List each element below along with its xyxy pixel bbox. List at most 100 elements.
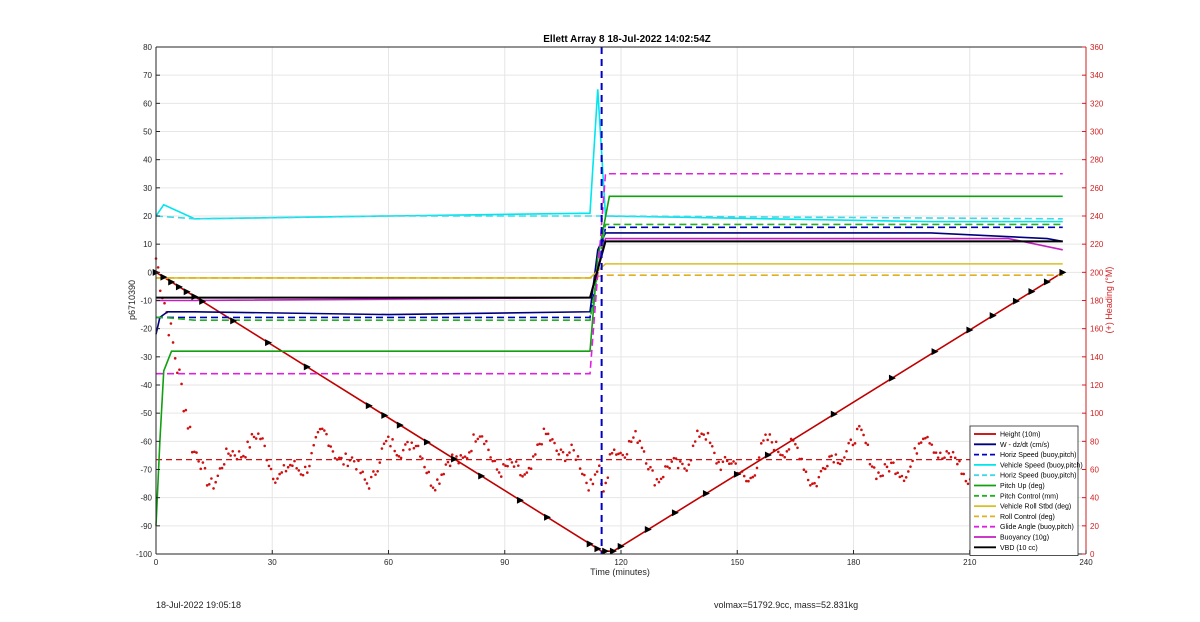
heading-point xyxy=(416,444,420,448)
y2-tick-label: 100 xyxy=(1090,409,1104,418)
height-marker xyxy=(989,312,997,320)
height-marker xyxy=(830,410,838,418)
heading-point xyxy=(621,453,625,457)
heading-point xyxy=(365,482,369,485)
heading-point xyxy=(751,475,755,479)
y2-tick-label: 280 xyxy=(1090,156,1104,165)
heading-point xyxy=(502,462,505,466)
heading-point xyxy=(171,341,175,344)
heading-point xyxy=(248,446,252,449)
heading-point xyxy=(958,459,961,463)
y2-tick-label: 60 xyxy=(1090,466,1099,475)
heading-point xyxy=(766,438,769,442)
heading-point xyxy=(391,438,394,441)
y-tick-label: -20 xyxy=(140,325,152,334)
heading-point xyxy=(570,443,573,447)
heading-point xyxy=(755,466,759,470)
heading-point xyxy=(604,481,607,485)
heading-point xyxy=(723,455,727,459)
heading-point xyxy=(949,455,953,459)
heading-point xyxy=(210,477,213,480)
heading-point xyxy=(536,443,539,447)
heading-point xyxy=(943,456,946,459)
heading-point xyxy=(800,457,804,461)
heading-point xyxy=(576,455,580,458)
heading-point xyxy=(866,443,870,446)
heading-point xyxy=(796,446,799,450)
heading-point xyxy=(612,448,616,452)
heading-point xyxy=(657,480,661,484)
heading-point xyxy=(964,479,968,483)
heading-point xyxy=(747,479,750,483)
heading-point xyxy=(625,452,629,456)
heading-point xyxy=(853,442,857,445)
heading-point xyxy=(877,471,880,474)
heading-point xyxy=(811,482,814,486)
y-tick-label: -30 xyxy=(140,353,152,362)
heading-point xyxy=(167,333,171,337)
heading-point xyxy=(431,486,435,489)
heading-point xyxy=(753,474,757,477)
y-tick-label: -60 xyxy=(140,437,152,446)
heading-point xyxy=(900,474,904,478)
heading-point xyxy=(898,475,902,479)
heading-point xyxy=(619,451,622,455)
heading-point xyxy=(325,432,328,436)
heading-point xyxy=(352,459,356,463)
heading-point xyxy=(382,442,386,446)
heading-point xyxy=(276,477,279,480)
heading-point xyxy=(207,482,211,486)
heading-point xyxy=(205,484,209,487)
y2-tick-label: 20 xyxy=(1090,522,1099,531)
heading-point xyxy=(787,448,791,451)
heading-point xyxy=(572,449,576,452)
heading-point xyxy=(566,453,569,457)
heading-point xyxy=(186,427,190,430)
heading-point xyxy=(742,474,746,478)
heading-point xyxy=(794,442,797,446)
heading-point xyxy=(387,435,390,439)
heading-point xyxy=(670,460,674,463)
heading-point xyxy=(216,474,220,478)
heading-point xyxy=(463,455,467,458)
heading-point xyxy=(389,444,392,448)
heading-point xyxy=(412,446,416,450)
heading-point xyxy=(685,469,688,472)
x-tick-label: 210 xyxy=(963,558,977,567)
heading-point xyxy=(163,301,166,305)
heading-point xyxy=(280,471,284,474)
legend-label: Horiz Speed (buoy,pitch) xyxy=(1000,473,1077,480)
heading-point xyxy=(259,437,262,441)
heading-point xyxy=(297,469,301,472)
heading-point xyxy=(444,463,448,466)
heading-point xyxy=(623,456,627,459)
height-marker xyxy=(396,421,404,429)
heading-point xyxy=(864,441,868,445)
heading-point xyxy=(606,476,610,479)
y2-tick-label: 300 xyxy=(1090,128,1104,137)
heading-point xyxy=(195,451,198,454)
y2-tick-label: 320 xyxy=(1090,99,1104,108)
heading-point xyxy=(508,457,512,461)
heading-point xyxy=(178,368,181,371)
heading-point xyxy=(506,464,509,468)
heading-point xyxy=(423,465,426,469)
heading-point xyxy=(395,453,399,457)
heading-point xyxy=(926,435,929,439)
heading-point xyxy=(785,450,789,453)
tick-labels: 0 30 60 90 120 150 180 210 240-100-90-80-70-60-5… xyxy=(136,43,1104,567)
heading-point xyxy=(655,477,659,481)
height-marker xyxy=(702,490,710,497)
heading-point xyxy=(450,453,454,456)
x-tick-label: 120 xyxy=(614,558,628,567)
heading-point xyxy=(555,449,558,453)
y-tick-label: -10 xyxy=(140,297,152,306)
heading-point xyxy=(672,456,676,460)
heading-point xyxy=(870,465,874,468)
heading-point xyxy=(265,458,269,462)
heading-point xyxy=(855,427,859,431)
heading-point xyxy=(514,460,518,463)
x-tick-label: 150 xyxy=(731,558,745,567)
y-tick-label: -70 xyxy=(140,466,152,475)
y-tick-label: -50 xyxy=(140,409,152,418)
